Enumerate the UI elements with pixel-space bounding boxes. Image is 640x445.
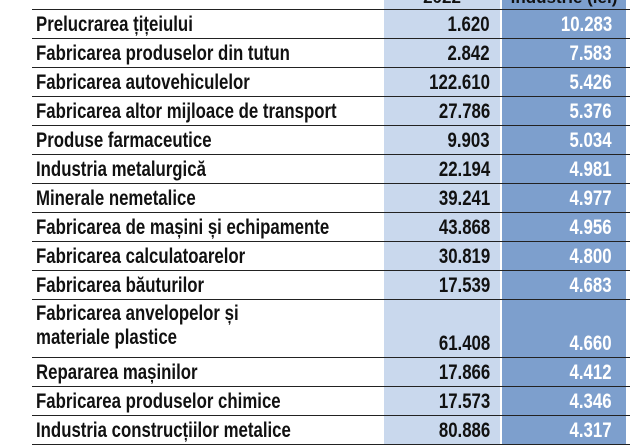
row-separator xyxy=(32,96,630,97)
value-cell: 27.786 xyxy=(438,100,490,123)
row-separator xyxy=(32,299,630,300)
row-separator xyxy=(32,241,630,242)
header-cell: industrie (lei) xyxy=(502,0,626,8)
row-separator xyxy=(32,125,630,126)
value-cell: 122.610 xyxy=(429,71,490,94)
value-cell: 17.539 xyxy=(438,274,490,297)
row-separator xyxy=(32,154,630,155)
row-label: Fabricarea calculatoarelor xyxy=(36,245,246,268)
value-cell: 9.903 xyxy=(447,129,490,152)
row-separator xyxy=(32,386,630,387)
row-label: Fabricarea autovehiculelor xyxy=(36,71,250,94)
value-cell: 4.800 xyxy=(569,245,612,268)
row-label: Industria construcțiilor metalice xyxy=(36,419,291,442)
row-label: Fabricarea anvelopelor și materiale plas… xyxy=(36,302,239,349)
value-cell: 17.866 xyxy=(438,361,490,384)
row-separator xyxy=(32,38,630,39)
row-label: Prelucrarea țițeiului xyxy=(36,13,193,36)
row-label: Fabricarea produselor din tutun xyxy=(36,42,290,65)
row-label: Fabricarea băuturilor xyxy=(36,274,205,297)
row-label: Minerale nemetalice xyxy=(36,187,196,210)
value-cell: 4.981 xyxy=(569,158,612,181)
value-cell: 80.886 xyxy=(438,419,490,442)
column-bg xyxy=(384,0,500,445)
row-label: Repararea mașinilor xyxy=(36,361,198,384)
value-cell: 4.660 xyxy=(569,332,612,355)
value-cell: 30.819 xyxy=(438,245,490,268)
value-cell: 43.868 xyxy=(438,216,490,239)
value-cell: 2.842 xyxy=(447,42,490,65)
value-cell: 4.956 xyxy=(569,216,612,239)
value-cell: 7.583 xyxy=(569,42,612,65)
row-separator xyxy=(32,67,630,68)
value-cell: 4.683 xyxy=(569,274,612,297)
value-cell: 39.241 xyxy=(438,187,490,210)
value-cell: 5.034 xyxy=(569,129,612,152)
row-label: Industria metalurgică xyxy=(36,158,206,181)
value-cell: 10.283 xyxy=(560,13,612,36)
value-cell: 5.376 xyxy=(569,100,612,123)
value-cell: 4.346 xyxy=(569,390,612,413)
value-cell: 17.573 xyxy=(438,390,490,413)
row-separator xyxy=(32,270,630,271)
value-cell: 4.412 xyxy=(569,361,612,384)
value-cell: 4.317 xyxy=(569,419,612,442)
value-cell: 4.977 xyxy=(569,187,612,210)
value-cell: 1.620 xyxy=(447,13,490,36)
row-separator xyxy=(32,415,630,416)
value-cell: 61.408 xyxy=(438,332,490,355)
header-cell: 2022 xyxy=(384,0,500,8)
row-label: Fabricarea produselor chimice xyxy=(36,390,281,413)
row-separator xyxy=(32,183,630,184)
row-label: Fabricarea de mașini și echipamente xyxy=(36,216,330,239)
column-bg xyxy=(502,0,626,445)
row-separator xyxy=(32,357,630,358)
row-separator xyxy=(32,9,630,10)
row-label: Produse farmaceutice xyxy=(36,129,212,152)
row-label: Fabricarea altor mijloace de transport xyxy=(36,100,337,123)
value-cell: 5.426 xyxy=(569,71,612,94)
value-cell: 22.194 xyxy=(438,158,490,181)
row-separator xyxy=(32,212,630,213)
